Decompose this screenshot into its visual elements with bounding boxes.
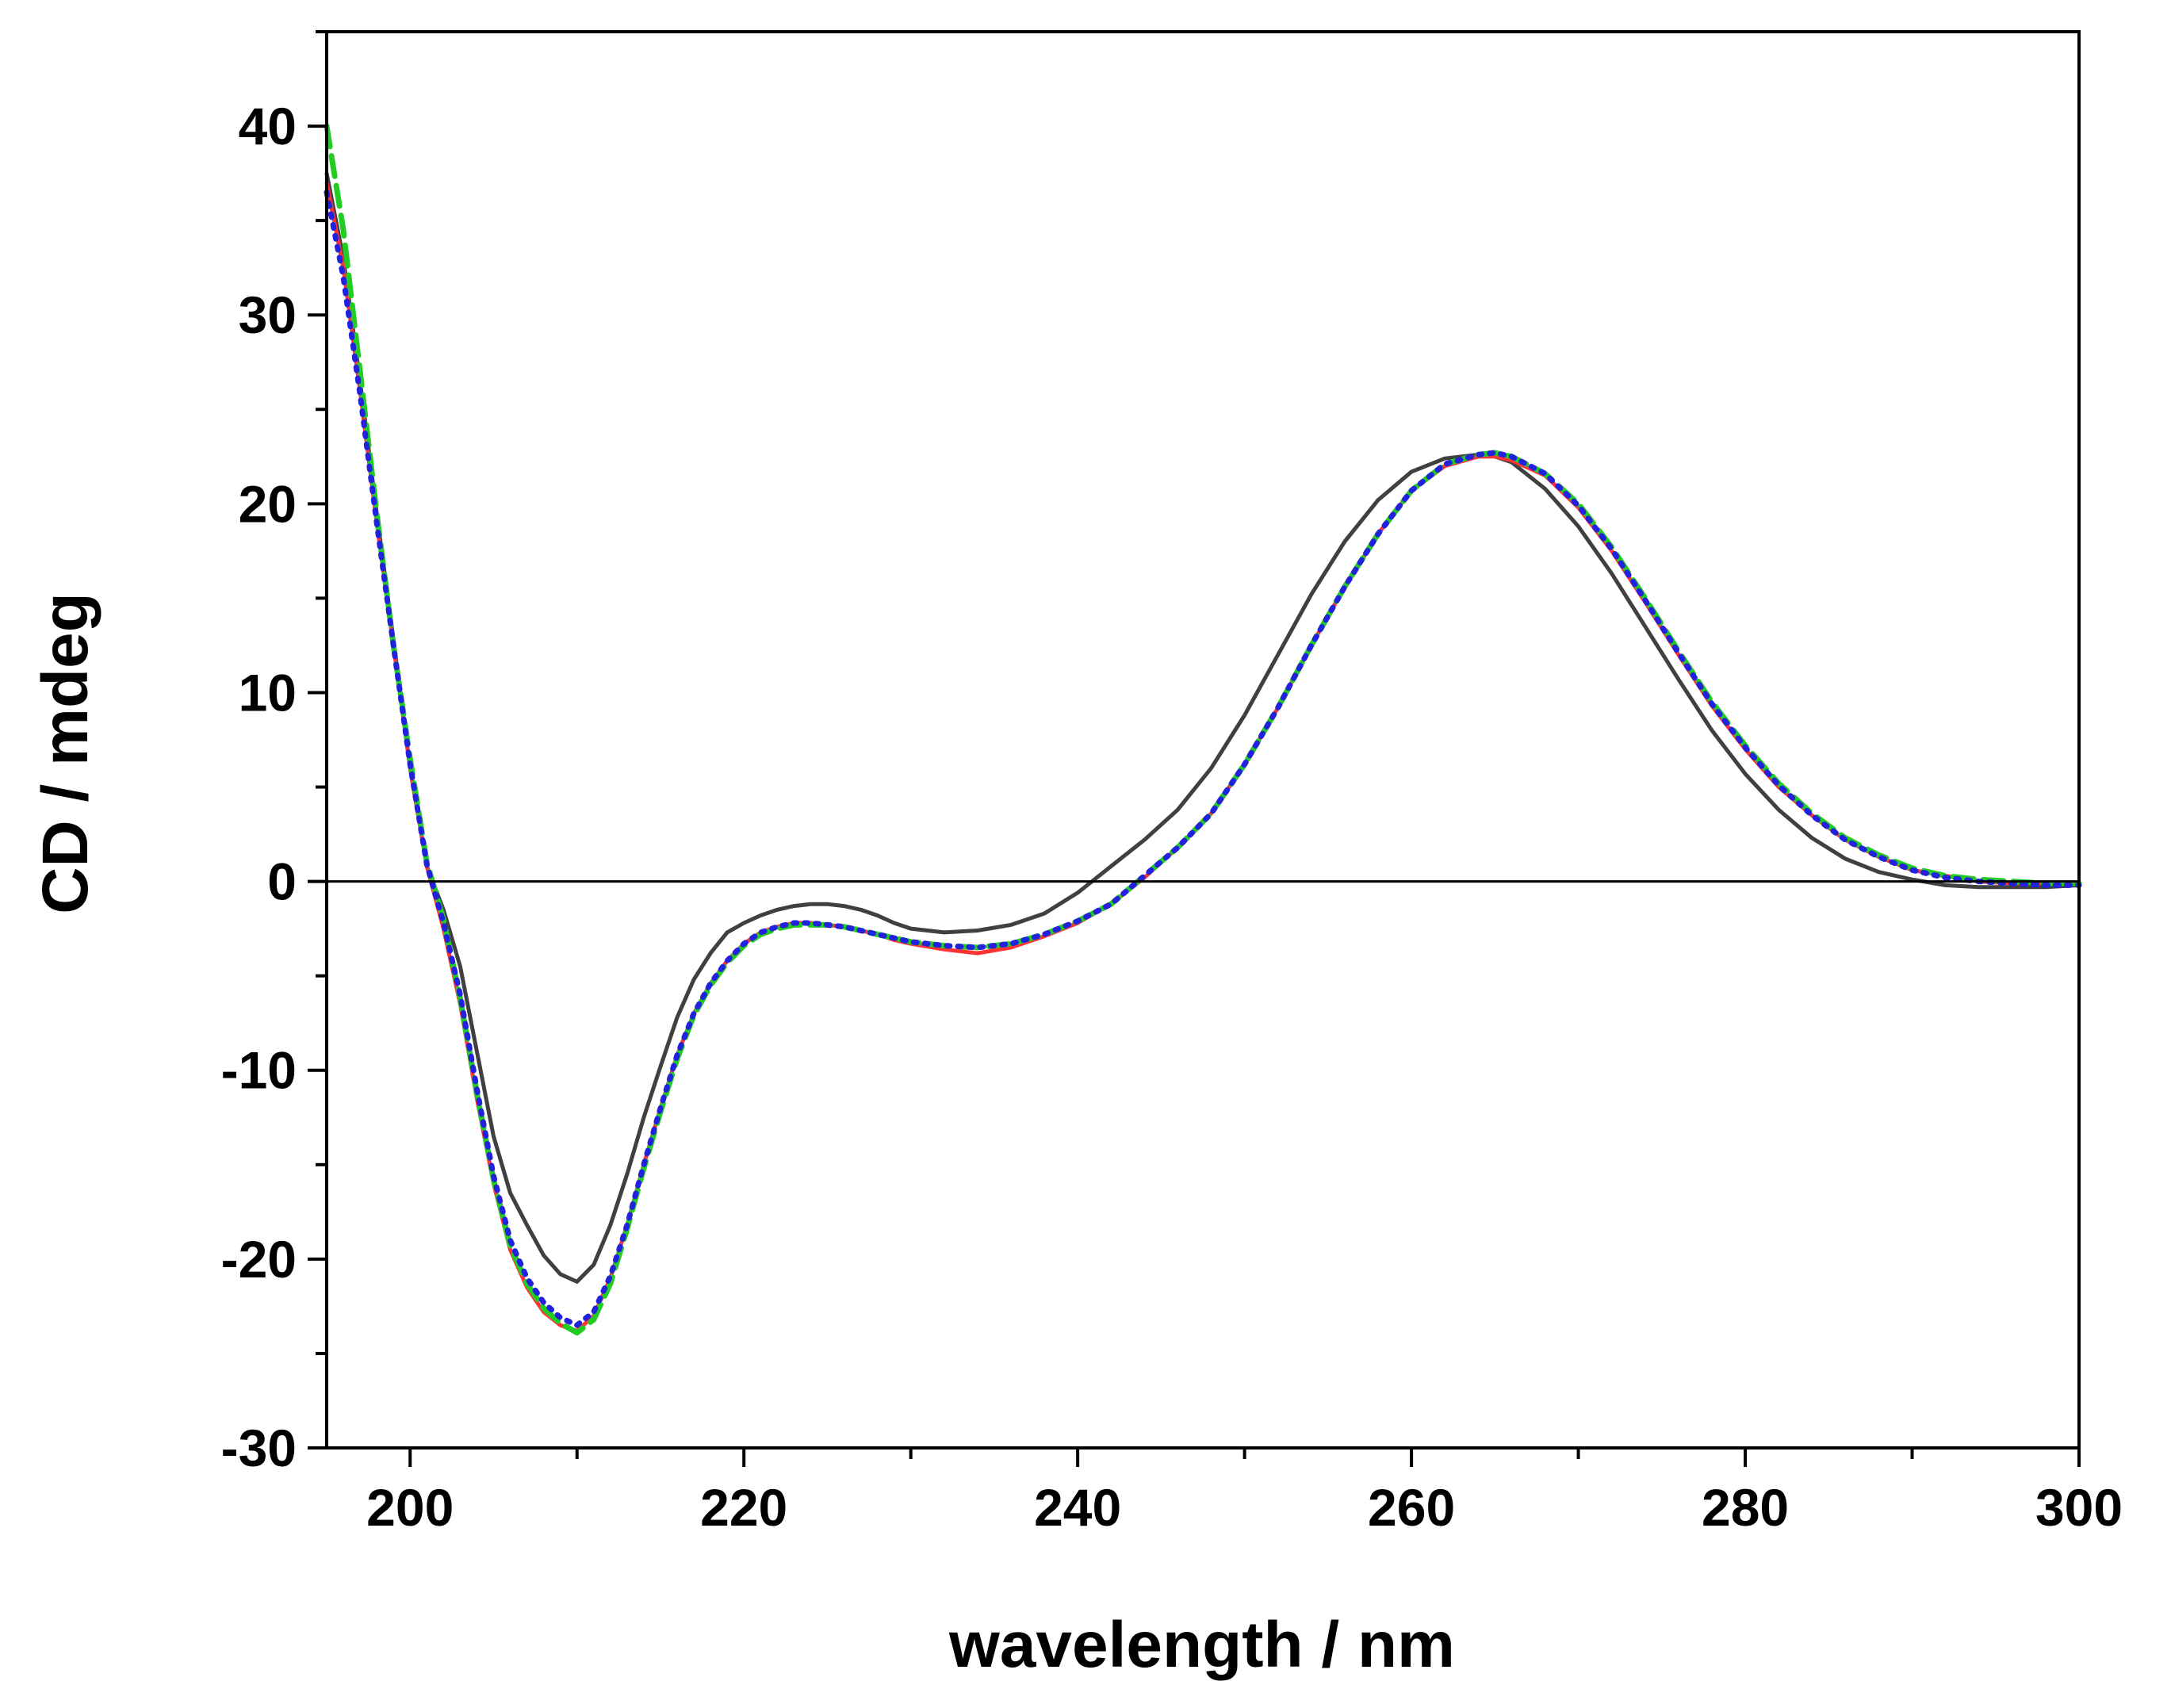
y-axis-title: CD / mdeg: [29, 592, 101, 913]
series-layer: [324, 123, 2082, 1336]
x-tick-label: 200: [366, 1478, 454, 1537]
x-tick-label: 260: [1368, 1478, 1455, 1537]
x-tick-label: 300: [2035, 1478, 2123, 1537]
y-tick-label: -10: [221, 1041, 297, 1100]
plot-frame: [325, 30, 2081, 1450]
x-tick-label: 240: [1034, 1478, 1121, 1537]
y-tick-label: 30: [239, 285, 297, 344]
y-tick-label: -30: [221, 1419, 297, 1477]
x-axis-title: wavelength / nm: [948, 1609, 1455, 1681]
series-line-3: [324, 123, 2082, 1336]
x-tick-label: 220: [700, 1478, 787, 1537]
y-tick-label: 20: [239, 474, 297, 533]
series-line-2: [324, 181, 2081, 1333]
y-tick-label: 10: [239, 663, 297, 722]
labels-layer: 200 220 240 260 280 300 -30 -20 -10 0 10 20 30 40: [221, 97, 2123, 1537]
x-tick-label: 280: [1702, 1478, 1789, 1537]
series-line-1: [324, 171, 2081, 1284]
y-tick-label: -20: [221, 1230, 297, 1289]
axes-layer: [308, 30, 2081, 1467]
series-line-4: [324, 189, 2082, 1328]
y-tick-label: 0: [267, 852, 297, 911]
y-tick-label: 40: [239, 97, 297, 155]
